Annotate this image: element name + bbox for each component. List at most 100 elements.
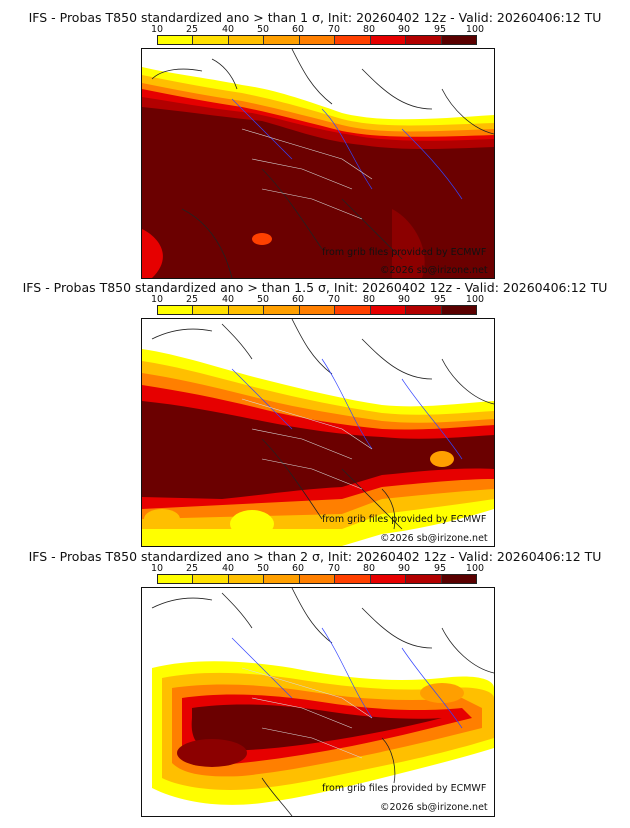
colorbar-swatch bbox=[193, 306, 229, 314]
colorbar-label: 25 bbox=[185, 563, 199, 574]
colorbar-label: 100 bbox=[465, 563, 485, 574]
colorbar-label: 95 bbox=[433, 294, 447, 305]
credit-site: ©2026 sb@irizone.net bbox=[380, 265, 488, 276]
credit-site: ©2026 sb@irizone.net bbox=[380, 533, 488, 544]
colorbar-swatch bbox=[406, 575, 442, 583]
colorbar-swatch bbox=[441, 306, 476, 314]
colorbar-swatch bbox=[158, 36, 194, 44]
admin-border bbox=[241, 398, 373, 490]
credit-grib: from grib files provided by ECMWF bbox=[322, 514, 487, 525]
prob-patch bbox=[252, 233, 272, 245]
colorbar-label: 100 bbox=[465, 294, 485, 305]
colorbar-label: 70 bbox=[327, 24, 341, 35]
colorbar-labels: 10 25 40 50 60 70 80 90 95 100 bbox=[151, 24, 484, 36]
colorbar-label: 60 bbox=[291, 24, 305, 35]
colorbar-swatch bbox=[158, 575, 194, 583]
panel-title: IFS - Probas T850 standardized ano > tha… bbox=[28, 549, 602, 564]
map-svg bbox=[151, 588, 494, 816]
colorbar-label: 10 bbox=[150, 24, 164, 35]
river bbox=[231, 627, 463, 729]
credit-site: ©2026 sb@irizone.net bbox=[380, 802, 488, 813]
colorbar-swatch bbox=[193, 36, 229, 44]
colorbar-label: 25 bbox=[185, 24, 199, 35]
colorbar-swatch bbox=[228, 575, 265, 583]
prob-patch bbox=[392, 209, 425, 278]
coastline bbox=[151, 319, 494, 530]
colorbar-label: 95 bbox=[433, 563, 447, 574]
credit-grib: from grib files provided by ECMWF bbox=[322, 783, 487, 794]
colorbar-swatch bbox=[299, 575, 336, 583]
colorbar-label: 50 bbox=[256, 294, 270, 305]
colorbar-swatch bbox=[335, 575, 371, 583]
colorbar-label: 25 bbox=[185, 294, 199, 305]
colorbar-label: 60 bbox=[291, 294, 305, 305]
map-svg bbox=[142, 49, 494, 278]
colorbar-label: 40 bbox=[221, 24, 235, 35]
colorbar-label: 40 bbox=[221, 294, 235, 305]
colorbar-swatch bbox=[193, 575, 229, 583]
colorbar-label: 95 bbox=[433, 24, 447, 35]
colorbar-label: 90 bbox=[397, 294, 411, 305]
colorbar-label: 80 bbox=[362, 294, 376, 305]
prob-patch bbox=[177, 739, 247, 767]
colorbar-label: 50 bbox=[256, 563, 270, 574]
colorbar-swatch bbox=[228, 36, 265, 44]
colorbar bbox=[157, 305, 477, 315]
coastline bbox=[151, 49, 494, 278]
prob-patch bbox=[142, 229, 163, 278]
probability-map bbox=[141, 587, 495, 817]
map-panel-3: IFS - Probas T850 standardized ano > tha… bbox=[0, 539, 630, 828]
river bbox=[231, 98, 463, 200]
colorbar-label: 90 bbox=[397, 24, 411, 35]
colorbar-swatch bbox=[370, 575, 407, 583]
colorbar-label: 70 bbox=[327, 563, 341, 574]
prob-field-100 bbox=[142, 401, 494, 499]
panel-title: IFS - Probas T850 standardized ano > tha… bbox=[28, 10, 602, 25]
colorbar-label: 10 bbox=[150, 563, 164, 574]
credit-grib: from grib files provided by ECMWF bbox=[322, 247, 487, 258]
prob-patch bbox=[230, 510, 274, 538]
colorbar bbox=[157, 574, 477, 584]
colorbar-label: 80 bbox=[362, 24, 376, 35]
colorbar-swatch bbox=[299, 306, 336, 314]
map-svg bbox=[142, 319, 494, 546]
colorbar-swatch bbox=[264, 36, 300, 44]
river bbox=[231, 358, 463, 460]
colorbar-label: 40 bbox=[221, 563, 235, 574]
colorbar-label: 100 bbox=[465, 24, 485, 35]
colorbar-swatch bbox=[158, 306, 194, 314]
colorbar-label: 60 bbox=[291, 563, 305, 574]
colorbar-swatch bbox=[335, 36, 371, 44]
panel-title: IFS - Probas T850 standardized ano > tha… bbox=[22, 280, 608, 295]
colorbar-swatch bbox=[370, 36, 407, 44]
prob-field-100 bbox=[191, 704, 442, 751]
colorbar-swatch bbox=[406, 36, 442, 44]
colorbar-swatch bbox=[264, 575, 300, 583]
colorbar bbox=[157, 35, 477, 45]
colorbar-label: 90 bbox=[397, 563, 411, 574]
prob-patch bbox=[420, 683, 464, 703]
colorbar-label: 50 bbox=[256, 24, 270, 35]
probability-map bbox=[141, 318, 495, 547]
colorbar-swatch bbox=[441, 36, 476, 44]
colorbar-labels: 10 25 40 50 60 70 80 90 95 100 bbox=[151, 563, 484, 575]
admin-border bbox=[241, 128, 373, 220]
colorbar-swatch bbox=[299, 36, 336, 44]
colorbar-swatch bbox=[228, 306, 265, 314]
colorbar-label: 10 bbox=[150, 294, 164, 305]
colorbar-swatch bbox=[335, 306, 371, 314]
probability-map bbox=[141, 48, 495, 279]
admin-border bbox=[241, 667, 373, 759]
colorbar-label: 80 bbox=[362, 563, 376, 574]
map-panel-2: IFS - Probas T850 standardized ano > tha… bbox=[0, 270, 630, 550]
colorbar-swatch bbox=[441, 575, 476, 583]
coastline bbox=[151, 588, 494, 816]
colorbar-swatch bbox=[406, 306, 442, 314]
prob-patch bbox=[430, 451, 454, 467]
colorbar-labels: 10 25 40 50 60 70 80 90 95 100 bbox=[151, 294, 484, 306]
colorbar-label: 70 bbox=[327, 294, 341, 305]
colorbar-swatch bbox=[370, 306, 407, 314]
prob-patch bbox=[144, 509, 180, 529]
map-panel-1: IFS - Probas T850 standardized ano > tha… bbox=[0, 0, 630, 280]
colorbar-swatch bbox=[264, 306, 300, 314]
